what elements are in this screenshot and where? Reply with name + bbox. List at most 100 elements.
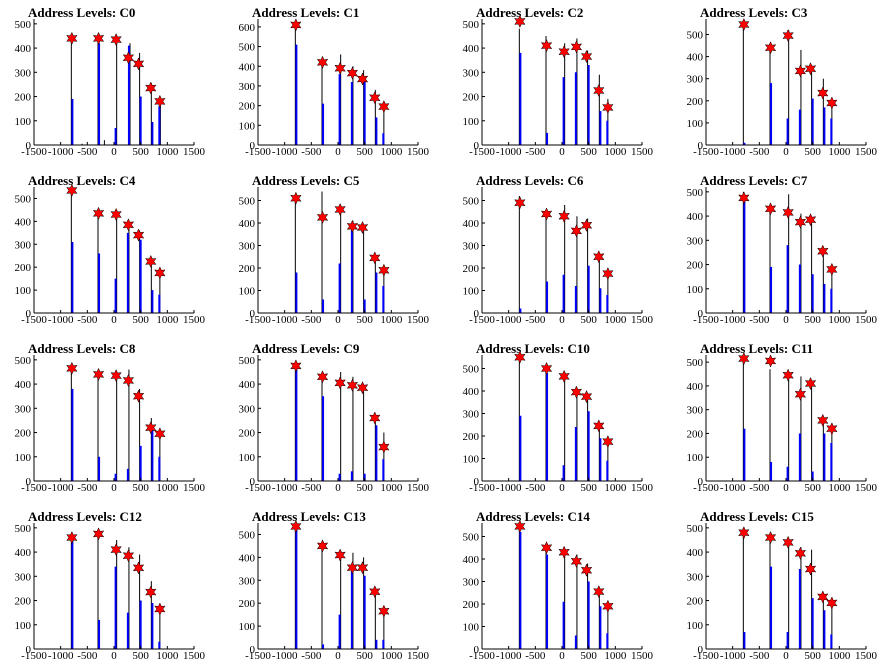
star-marker — [369, 411, 381, 425]
y-tick-label: 500 — [687, 29, 704, 41]
y-tick-label: 100 — [687, 452, 704, 464]
x-tick-label: 0 — [783, 314, 789, 326]
y-tick-label: 500 — [15, 355, 32, 367]
y-tick-label: 200 — [687, 260, 704, 272]
chart-panel: Address Levels: C8 0 100 200 300 400 500 -1500-… — [0, 336, 224, 504]
star-marker — [369, 91, 381, 105]
y-tick-label: 500 — [239, 196, 256, 208]
chart-panel: Address Levels: C11 0 100 200 300 400 500 -1500… — [672, 336, 896, 504]
x-tick-label: 1500 — [855, 482, 878, 494]
star-marker — [558, 545, 570, 559]
y-tick-label: 200 — [15, 428, 32, 440]
y-tick-label: 300 — [463, 241, 480, 253]
y-tick-label: 300 — [239, 241, 256, 253]
x-tick-label: -1000 — [48, 314, 74, 326]
y-tick-label: 500 — [687, 357, 704, 369]
star-marker — [782, 205, 794, 220]
y-tick-label: 100 — [687, 620, 704, 632]
y-tick-label: 500 — [239, 529, 256, 541]
star-marker — [334, 61, 346, 75]
chart-panel: Address Levels: C15 0 100 200 300 400 500 -1500… — [672, 504, 896, 672]
x-tick-label: -500 — [749, 314, 770, 326]
x-tick-label: -1000 — [48, 482, 74, 494]
y-tick-label: 500 — [463, 364, 480, 376]
x-tick-label: 0 — [559, 650, 565, 662]
x-tick-label: 1500 — [855, 314, 878, 326]
chart-plot: 0 100 200 300 400 500 -1500 -1000 -500 0 500 1000 15… — [239, 187, 430, 326]
x-tick-label: -500 — [749, 146, 770, 158]
y-tick-label: 100 — [463, 454, 480, 466]
star-marker — [570, 385, 583, 399]
star-marker — [334, 202, 346, 217]
y-tick-label: 200 — [239, 263, 256, 275]
x-tick-label: 500 — [132, 146, 149, 158]
x-tick-label: 0 — [335, 482, 341, 494]
y-tick-label: 0 — [26, 140, 32, 152]
x-tick-label: 1000 — [380, 146, 403, 158]
x-tick-label: 500 — [132, 314, 149, 326]
y-tick-label: 0 — [250, 140, 256, 152]
y-tick-label: 0 — [474, 308, 480, 320]
x-tick-label: 500 — [356, 650, 373, 662]
y-tick-label: 500 — [15, 193, 32, 205]
y-tick-label: 500 — [687, 187, 704, 199]
star-marker — [764, 202, 777, 216]
y-tick-label: 200 — [463, 431, 480, 443]
star-marker — [580, 563, 593, 577]
chart-panel: Address Levels: C12 0 100 200 300 400 500 -1500… — [0, 504, 224, 672]
chart-title: Address Levels: C7 — [700, 173, 808, 188]
star-marker — [145, 585, 157, 599]
y-tick-label: 100 — [687, 118, 704, 130]
y-tick-label: 200 — [15, 262, 32, 274]
x-tick-label: 0 — [111, 314, 117, 326]
star-marker — [132, 228, 145, 242]
y-tick-label: 300 — [15, 571, 32, 583]
x-tick-label: -1500 — [21, 146, 47, 158]
chart-title: Address Levels: C8 — [28, 341, 136, 356]
star-marker — [558, 209, 570, 223]
star-marker — [794, 215, 807, 229]
y-tick-label: 0 — [250, 308, 256, 320]
y-tick-label: 100 — [463, 286, 480, 298]
star-marker — [817, 590, 829, 604]
x-tick-label: 1000 — [828, 314, 851, 326]
y-tick-label: 0 — [474, 476, 480, 488]
star-marker — [154, 602, 166, 616]
star-marker — [570, 554, 583, 568]
star-marker — [122, 218, 135, 232]
chart-plot: 0 100 200 300 400 500 -1500 -1000 -500 0 500 1000 15… — [463, 187, 654, 326]
x-tick-label: 0 — [559, 314, 565, 326]
y-tick-label: 400 — [463, 218, 480, 230]
y-tick-label: 0 — [250, 644, 256, 656]
y-tick-label: 100 — [15, 620, 32, 632]
star-marker — [132, 561, 145, 575]
y-tick-label: 400 — [463, 386, 480, 398]
x-tick-label: 1500 — [183, 314, 206, 326]
y-tick-label: 0 — [26, 308, 32, 320]
y-tick-label: 500 — [463, 196, 480, 208]
y-tick-label: 0 — [250, 476, 256, 488]
star-marker — [602, 599, 614, 613]
y-tick-label: 400 — [15, 216, 32, 228]
x-tick-label: 1500 — [183, 482, 206, 494]
y-tick-label: 0 — [474, 140, 480, 152]
x-tick-label: -500 — [749, 650, 770, 662]
star-marker — [316, 55, 329, 69]
y-tick-label: 300 — [239, 81, 256, 93]
x-tick-label: 500 — [580, 314, 597, 326]
star-marker — [346, 378, 359, 392]
star-marker — [817, 244, 829, 258]
star-marker — [738, 191, 750, 205]
chart-panel: Address Levels: C10 0 100 200 300 400 500 -1500… — [448, 336, 672, 504]
chart-title: Address Levels: C11 — [700, 341, 814, 356]
star-marker — [122, 373, 135, 388]
x-tick-label: -1500 — [693, 146, 719, 158]
star-marker — [540, 361, 553, 376]
y-tick-label: 100 — [239, 621, 256, 633]
y-tick-label: 500 — [687, 523, 704, 535]
x-tick-label: 1000 — [604, 482, 627, 494]
x-tick-label: 1000 — [604, 314, 627, 326]
x-tick-label: -500 — [301, 650, 322, 662]
star-marker — [316, 370, 329, 384]
chart-title: Address Levels: C4 — [28, 173, 136, 188]
